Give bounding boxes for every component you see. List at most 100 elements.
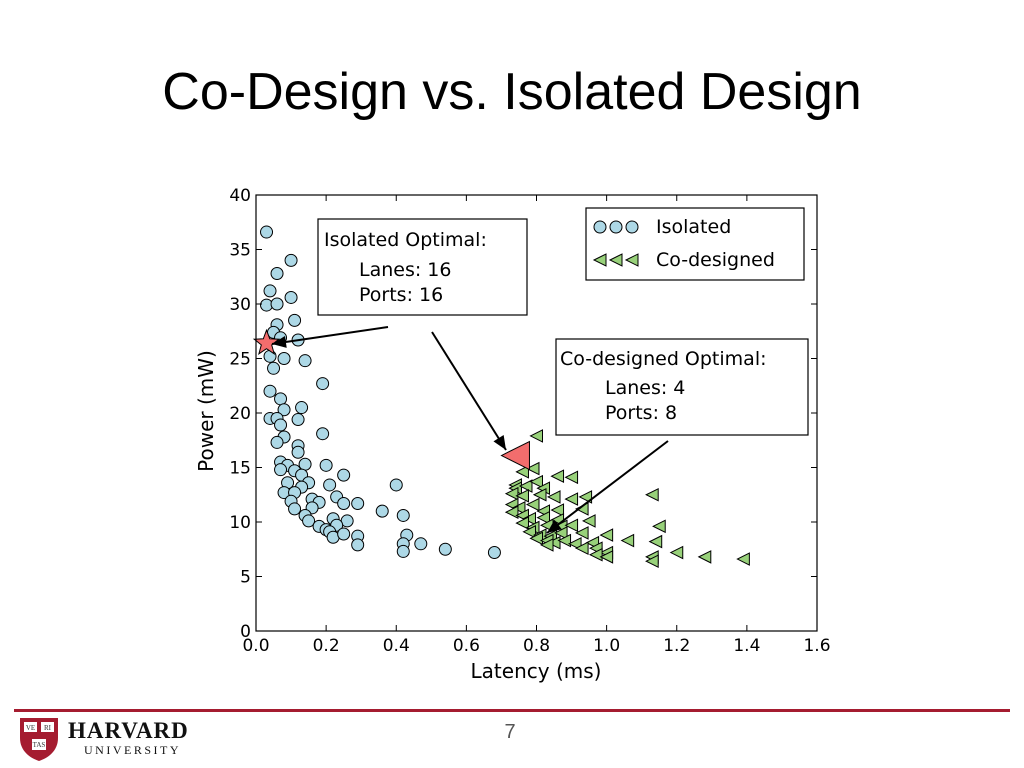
codesigned-point: [599, 550, 614, 564]
codesigned-point: [525, 497, 540, 512]
codesigned-point: [504, 505, 519, 519]
codesigned-point: [557, 533, 572, 548]
legend-codesigned-marker: [624, 253, 639, 267]
isolated-point: [298, 457, 312, 471]
codesigned-point: [564, 518, 579, 533]
codesigned-optimal-box: [555, 338, 809, 436]
wordmark-line1: HARVARD: [68, 718, 189, 743]
codesigned-optimal-title: Co-designed Optimal:: [560, 348, 767, 370]
isolated-point: [319, 458, 333, 472]
y-tick-label: 20: [229, 404, 251, 424]
codesigned-point: [648, 534, 663, 549]
codesigned-point: [539, 538, 554, 552]
legend-isolated-label: Isolated: [656, 216, 731, 238]
x-tick-label: 0.4: [383, 636, 410, 656]
isolated-point: [277, 403, 291, 417]
isolated-point: [284, 253, 298, 267]
codesigned-point: [522, 525, 536, 539]
codesigned-point: [536, 510, 551, 525]
codesigned-point: [736, 552, 750, 566]
isolated-optimal-detail: Ports: 16: [359, 284, 443, 306]
codesigned-point: [532, 487, 547, 502]
codesigned-point: [652, 519, 666, 534]
arrow-to-isolated-optimal-head: [272, 336, 287, 348]
isolated-optimal-star: [252, 328, 281, 355]
x-tick-label: 0.6: [453, 636, 480, 656]
isolated-point: [295, 401, 309, 415]
isolated-point: [302, 514, 316, 528]
codesigned-point: [525, 461, 540, 476]
codesigned-point: [522, 511, 536, 526]
y-tick-label: 40: [229, 186, 251, 206]
isolated-point: [270, 435, 284, 449]
x-tick-label: 0.8: [523, 636, 550, 656]
shield-book-text: VE: [26, 724, 35, 732]
codesigned-point: [546, 535, 561, 550]
y-tick-label: 0: [240, 622, 251, 642]
y-tick-label: 25: [229, 350, 251, 370]
codesigned-point: [529, 429, 543, 443]
isolated-point: [267, 361, 281, 375]
x-tick-label: 0.0: [242, 636, 269, 656]
codesigned-point: [529, 531, 543, 546]
arrow-from-codesigned-box: [546, 440, 669, 534]
isolated-point: [298, 354, 312, 368]
isolated-point: [438, 542, 452, 556]
isolated-point: [389, 478, 403, 492]
isolated-optimal-box: [317, 218, 528, 316]
codesigned-point: [515, 465, 529, 479]
codesigned-point: [574, 541, 589, 555]
isolated-point: [291, 445, 305, 459]
isolated-point: [487, 546, 501, 560]
codesigned-point: [518, 479, 533, 493]
isolated-point: [274, 392, 288, 406]
codesigned-point: [529, 474, 543, 489]
y-tick-label: 30: [229, 295, 251, 315]
isolated-point: [351, 538, 365, 552]
codesigned-point: [620, 533, 635, 548]
isolated-point: [337, 527, 351, 541]
chart-legend: Isolated Co-designed: [585, 207, 805, 281]
legend-isolated-marker: [593, 220, 607, 234]
isolated-optimal-detail: Lanes: 16: [359, 259, 451, 281]
isolated-point: [323, 478, 337, 492]
isolated-point: [277, 352, 291, 365]
codesigned-point: [588, 547, 603, 562]
isolated-point: [351, 496, 365, 510]
university-wordmark: HARVARD UNIVERSITY: [68, 719, 189, 758]
codesigned-point: [581, 514, 596, 528]
x-tick-label: 1.0: [593, 636, 620, 656]
isolated-point: [260, 225, 274, 239]
legend-codesigned-label: Co-designed: [656, 249, 775, 271]
codesigned-point: [669, 545, 684, 560]
codesigned-point: [550, 503, 565, 517]
codesigned-point: [546, 490, 561, 504]
isolated-point: [274, 463, 288, 477]
shield-book-text: TAS: [33, 741, 46, 749]
y-tick-label: 5: [240, 568, 251, 588]
wordmark-line2: UNIVERSITY: [84, 743, 181, 757]
isolated-point: [337, 496, 351, 510]
legend-isolated-marker: [625, 220, 639, 234]
arrow-to-codesigned-optimal: [431, 331, 507, 451]
chart-marks: [260, 225, 750, 569]
slide-title: Co-Design vs. Isolated Design: [162, 63, 862, 121]
optimal-markers: [252, 328, 530, 471]
footer-rule: [14, 709, 1010, 712]
isolated-point: [288, 502, 302, 516]
isolated-point: [270, 266, 284, 280]
codesigned-point: [697, 550, 712, 564]
codesigned-point: [564, 470, 579, 485]
isolated-point: [414, 537, 428, 551]
arrow-to-isolated-optimal: [271, 326, 389, 345]
legend-codesigned-marker: [608, 253, 623, 267]
shield-book-text: RI: [44, 724, 52, 732]
isolated-point: [316, 377, 330, 391]
x-tick-label: 1.4: [733, 636, 760, 656]
codesigned-optimal-triangle: [500, 440, 530, 471]
codesigned-point: [574, 526, 589, 540]
codesigned-point: [504, 486, 519, 501]
x-tick-label: 0.2: [313, 636, 340, 656]
isolated-point: [316, 427, 330, 441]
